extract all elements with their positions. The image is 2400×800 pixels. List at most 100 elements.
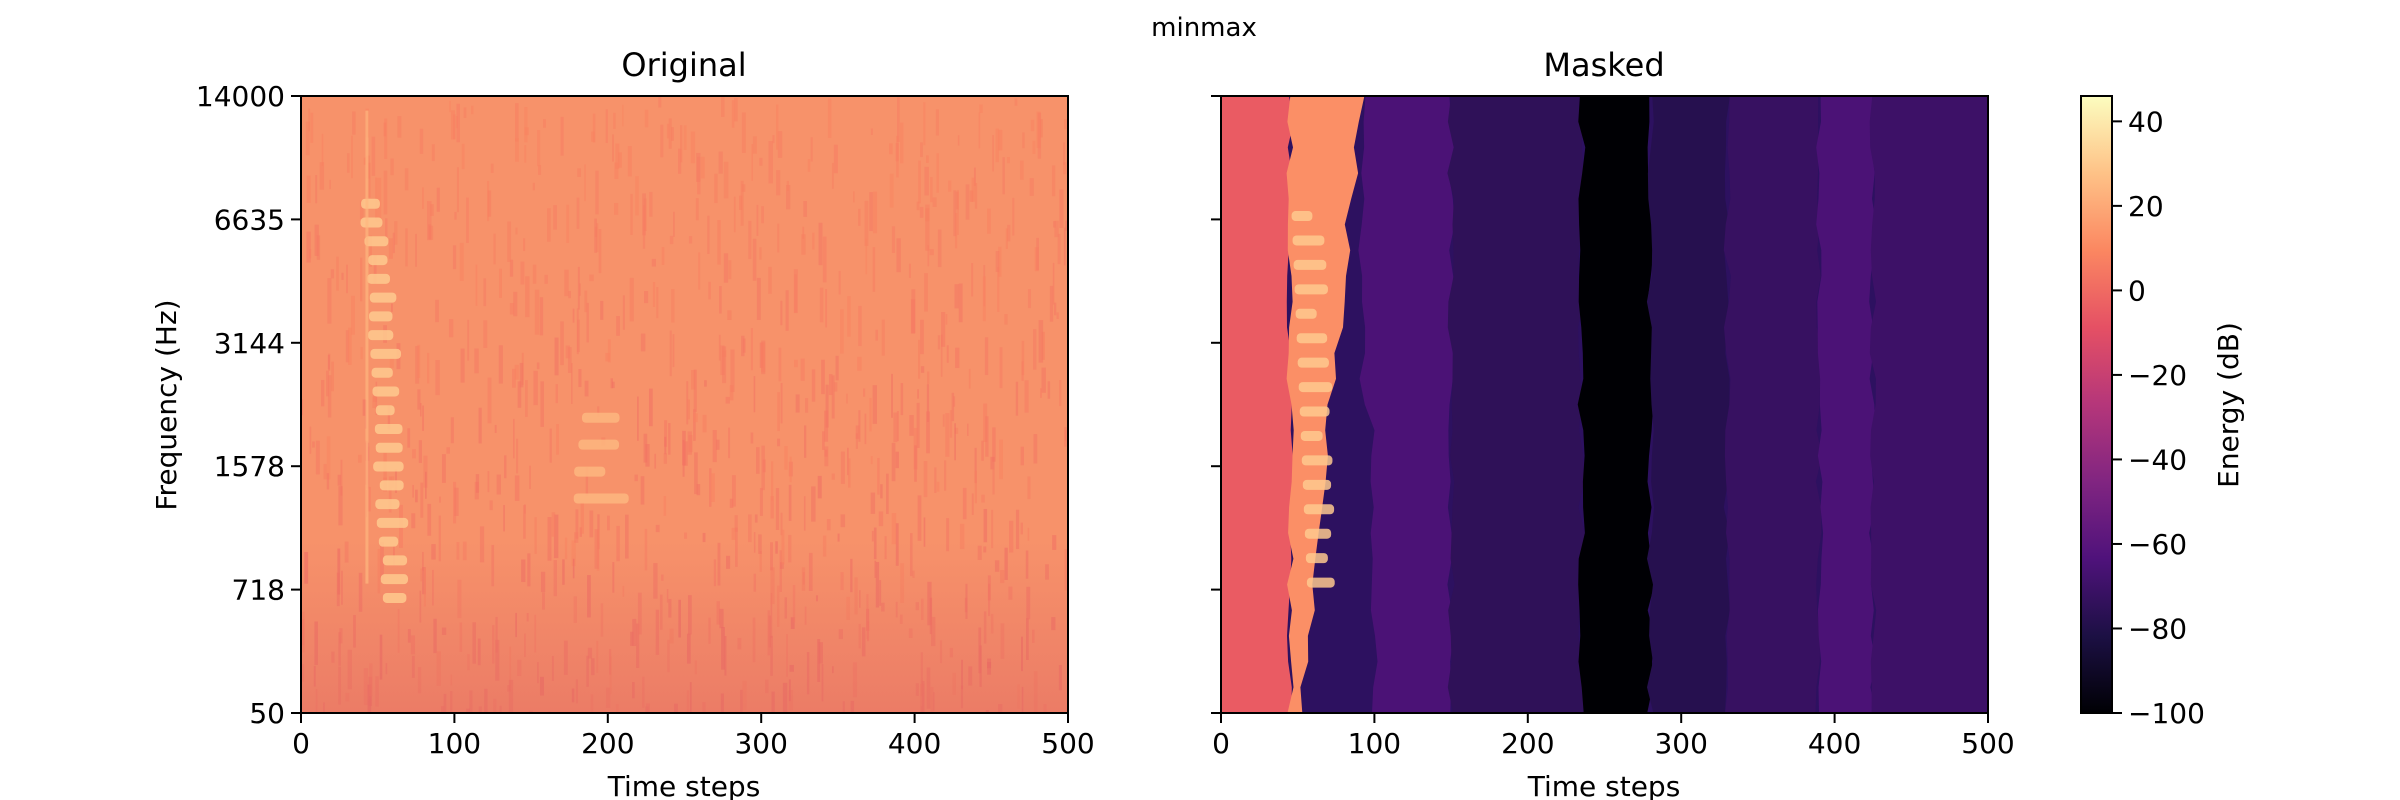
masked-region — [1221, 96, 1294, 713]
noise-streak — [822, 236, 827, 283]
noise-streak — [752, 136, 757, 154]
noise-streak — [895, 143, 899, 162]
noise-streak — [415, 489, 418, 503]
noise-streak — [350, 295, 355, 335]
noise-streak — [594, 218, 597, 253]
noise-streak — [893, 412, 898, 443]
noise-streak — [777, 223, 780, 253]
masked-frame — [1220, 95, 1989, 714]
noise-streak — [985, 709, 989, 713]
noise-streak — [567, 347, 572, 373]
feature-click-line — [365, 110, 369, 584]
masked-harmonic — [1304, 528, 1332, 539]
noise-streak — [1056, 312, 1059, 319]
masked-region — [1358, 96, 1455, 713]
noise-streak — [514, 475, 520, 501]
noise-streak — [999, 347, 1003, 389]
noise-streak — [1059, 189, 1064, 228]
noise-streak — [629, 277, 634, 322]
noise-streak — [536, 362, 540, 370]
noise-streak — [383, 712, 388, 713]
noise-streak — [680, 125, 683, 163]
noise-streak — [578, 283, 581, 296]
noise-streak — [896, 411, 899, 442]
noise-streak — [436, 187, 440, 212]
noise-streak — [586, 302, 589, 343]
noise-streak — [671, 127, 674, 141]
noise-streak — [415, 346, 420, 384]
noise-streak — [786, 180, 790, 192]
noise-streak — [607, 515, 610, 531]
noise-streak — [546, 208, 551, 242]
noise-streak — [1032, 140, 1036, 155]
noise-streak — [1057, 233, 1061, 265]
noise-streak — [926, 155, 929, 163]
noise-streak — [725, 396, 730, 404]
noise-streak — [831, 375, 835, 419]
noise-streak — [678, 148, 682, 174]
noise-streak — [696, 152, 701, 182]
feature-harmonic — [379, 480, 404, 491]
noise-streak — [778, 347, 782, 382]
noise-streak — [1052, 262, 1055, 305]
noise-streak — [693, 369, 697, 412]
noise-streak — [771, 461, 774, 501]
noise-streak — [756, 447, 760, 474]
masked-features — [1291, 211, 1335, 588]
noise-streak — [999, 439, 1003, 480]
noise-streak — [772, 135, 775, 144]
noise-streak — [878, 511, 884, 527]
masked-harmonic — [1292, 235, 1325, 246]
noise-streak — [519, 362, 524, 388]
noise-streak — [930, 177, 933, 203]
noise-streak — [827, 98, 832, 139]
masked-harmonic — [1303, 504, 1335, 515]
noise-streak — [1033, 329, 1037, 370]
noise-streak — [824, 446, 829, 467]
noise-streak — [493, 233, 496, 265]
noise-streak — [872, 191, 878, 234]
x-tick-label: 100 — [1348, 727, 1401, 760]
noise-streak — [696, 484, 701, 496]
noise-streak — [467, 319, 470, 361]
noise-streak — [418, 440, 422, 463]
noise-streak — [392, 232, 395, 254]
noise-streak — [865, 238, 868, 275]
noise-streak — [471, 105, 474, 115]
noise-streak — [649, 191, 653, 217]
noise-streak — [1064, 119, 1068, 130]
noise-streak — [407, 428, 411, 448]
noise-streak — [547, 516, 552, 561]
noise-streak — [723, 161, 729, 199]
noise-streak — [826, 518, 831, 531]
noise-streak — [708, 281, 711, 300]
noise-streak — [1036, 237, 1039, 271]
masked-harmonic — [1297, 357, 1329, 368]
noise-streak — [384, 218, 388, 242]
noise-streak — [891, 373, 894, 418]
noise-streak — [466, 197, 469, 244]
figure-suptitle: minmax — [1151, 13, 1257, 43]
noise-streak — [525, 380, 528, 417]
noise-streak — [880, 484, 883, 499]
noise-streak — [417, 389, 421, 410]
noise-streak — [818, 222, 823, 266]
noise-streak — [655, 524, 660, 533]
noise-streak — [391, 303, 393, 312]
noise-streak — [1027, 527, 1030, 541]
noise-streak — [698, 252, 701, 290]
noise-streak — [346, 153, 350, 173]
noise-streak — [524, 107, 528, 143]
noise-streak — [759, 487, 763, 516]
original-low-band — [301, 540, 1068, 713]
feature-harmonic — [574, 466, 606, 477]
noise-streak — [360, 346, 363, 360]
noise-streak — [672, 334, 675, 368]
noise-streak — [728, 260, 732, 280]
noise-streak — [498, 268, 502, 298]
noise-streak — [776, 170, 781, 196]
noise-streak — [848, 458, 851, 488]
noise-streak — [728, 427, 731, 459]
noise-streak — [554, 337, 559, 376]
noise-streak — [446, 447, 451, 454]
